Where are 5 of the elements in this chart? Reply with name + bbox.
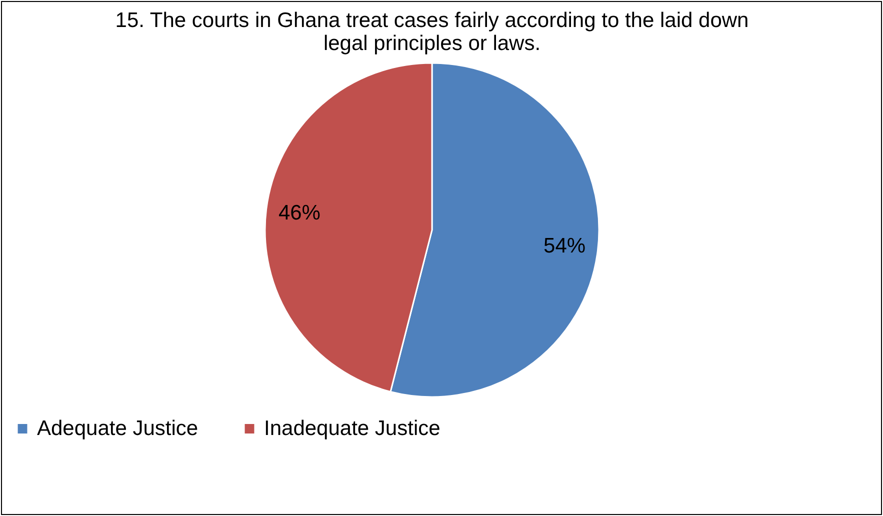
data-label: 46% [278,201,320,224]
data-label: 54% [544,234,586,258]
legend-label: Adequate Justice [37,416,198,440]
chart-title: 15. The courts in Ghana treat cases fairly according to the laid down legal principles or laws. [115,9,749,55]
legend-label: Inadequate Justice [264,416,440,440]
